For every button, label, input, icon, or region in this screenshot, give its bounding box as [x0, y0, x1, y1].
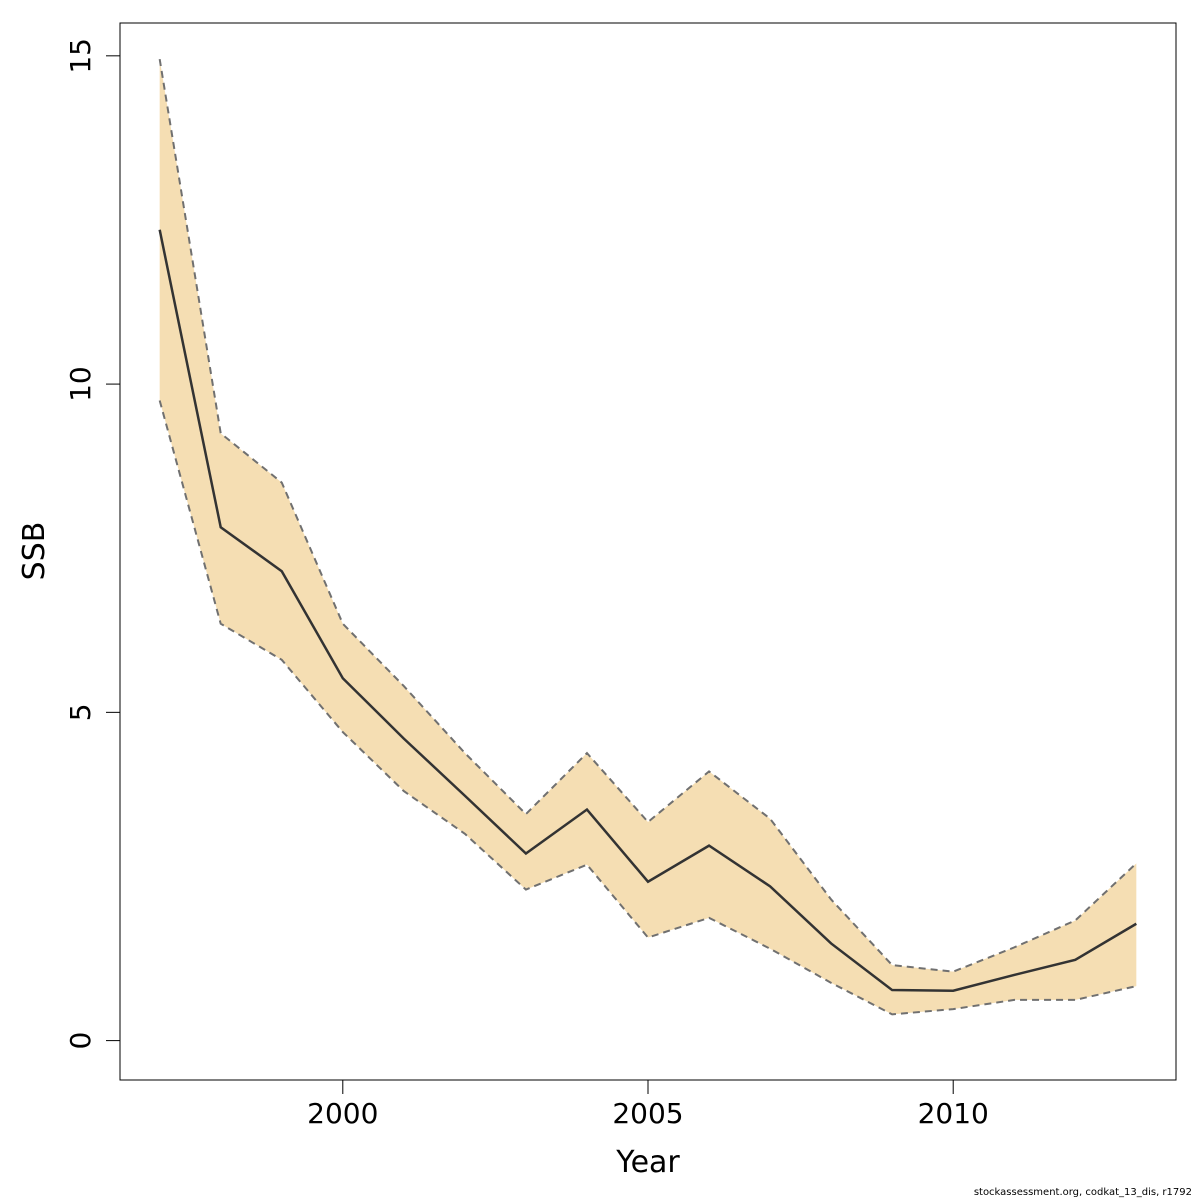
x-tick-label-2010: 2010 [918, 1097, 989, 1130]
y-axis-title: SSB [17, 522, 52, 581]
y-tick-label-5: 5 [64, 703, 97, 721]
y-tick-label-10: 10 [64, 366, 97, 402]
x-axis-title: Year [615, 1145, 680, 1180]
footer-credit: stockassessment.org, codkat_13_dis, r179… [973, 1187, 1192, 1198]
series-layer [158, 58, 1138, 1016]
estimate-line [158, 229, 1137, 992]
x-tick-label-2000: 2000 [307, 1097, 378, 1130]
x-axis: 2000 2005 2010 [307, 1080, 989, 1130]
y-axis: 0 5 10 15 [64, 38, 120, 1050]
y-tick-label-0: 0 [64, 1032, 97, 1050]
x-tick-label-2005: 2005 [612, 1097, 683, 1130]
lower-bound-line [158, 400, 1137, 1016]
confidence-band [159, 59, 1137, 1015]
confidence-band-layer [159, 59, 1137, 1015]
y-tick-label-15: 15 [64, 38, 97, 74]
